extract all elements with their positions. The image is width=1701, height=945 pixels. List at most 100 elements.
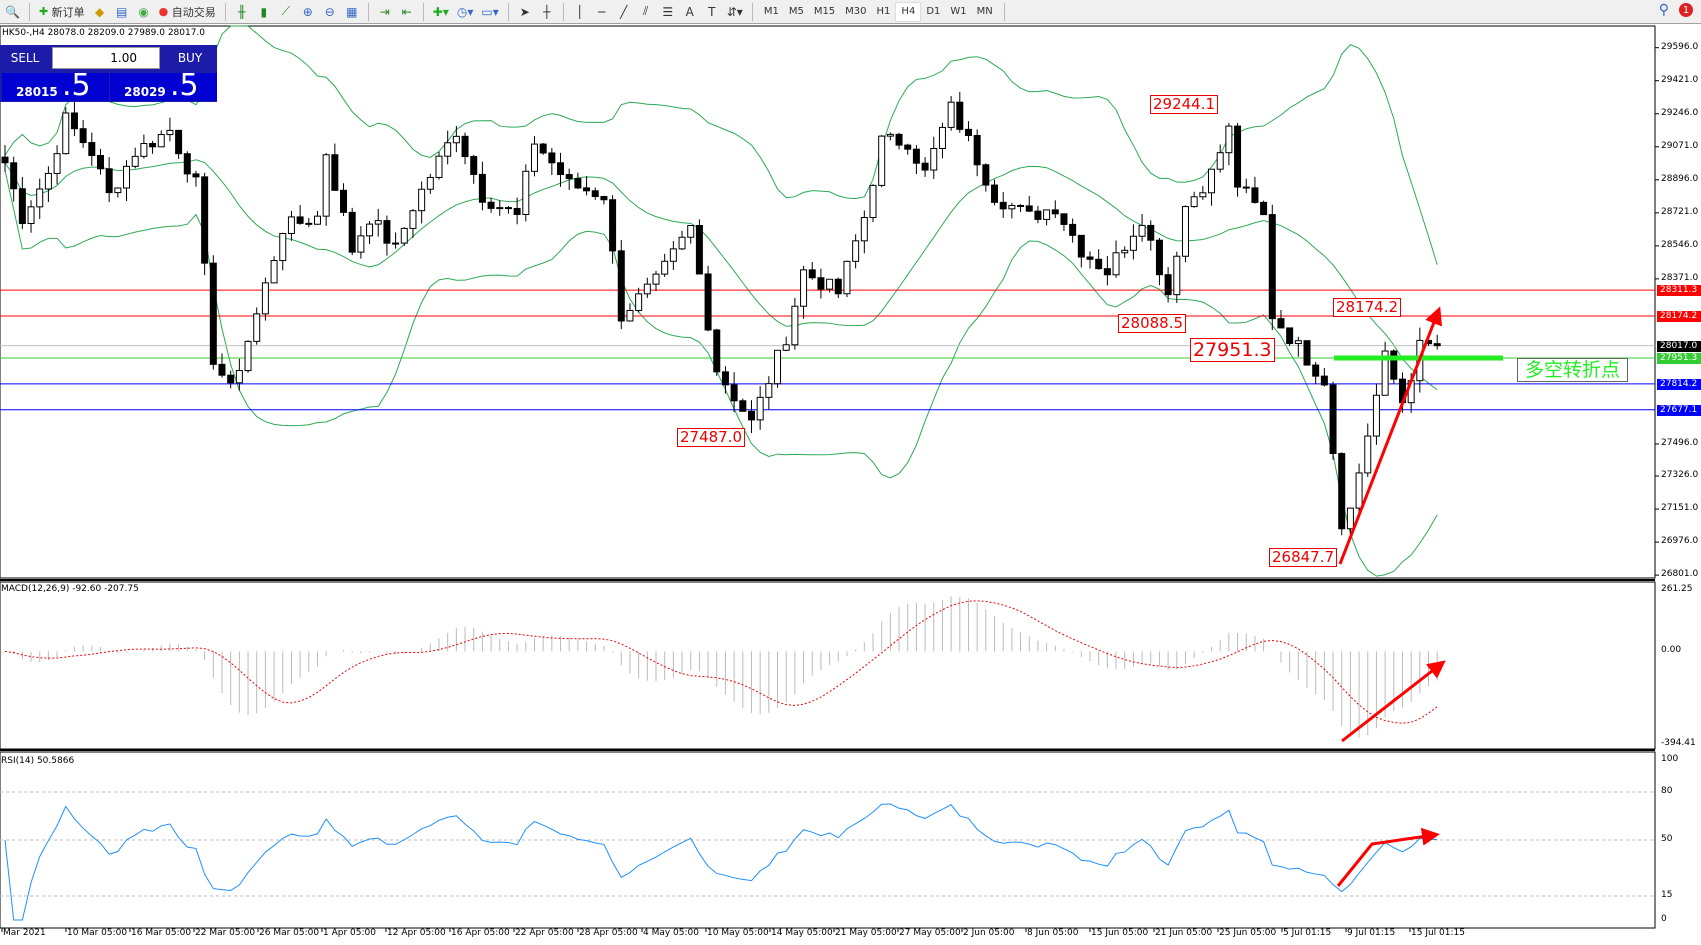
- candle-bull: [374, 220, 382, 225]
- search-icon[interactable]: ⚲: [1658, 2, 1669, 18]
- zoom-out-icon[interactable]: ⊖: [324, 4, 335, 19]
- macd-trend-arrow: [1341, 660, 1446, 743]
- candle-bear: [1086, 256, 1094, 260]
- new-order-label: 新订单: [51, 5, 85, 19]
- candle-bear: [1025, 205, 1033, 212]
- timeframe-m30[interactable]: M30: [845, 6, 867, 17]
- candle-bear: [721, 371, 729, 386]
- timeframe-h1[interactable]: H1: [876, 6, 891, 17]
- price-annotation: 27951.3: [1190, 338, 1275, 362]
- crosshair-icon[interactable]: ┼: [543, 4, 551, 19]
- candle-bear: [574, 178, 582, 189]
- candle-bear: [904, 144, 912, 150]
- candle-bull: [791, 305, 799, 346]
- line-chart-icon[interactable]: ⟋: [281, 4, 290, 18]
- candle-bear: [1303, 340, 1311, 366]
- divider: [224, 2, 226, 21]
- horizontal-line-icon[interactable]: ─: [598, 4, 606, 19]
- templates-icon[interactable]: ▭▾: [481, 4, 499, 19]
- candle-bull: [36, 188, 44, 208]
- candle-bull: [287, 216, 295, 235]
- vertical-line-icon[interactable]: │: [576, 4, 584, 19]
- candle-bear: [1234, 125, 1242, 188]
- candle-bull: [1173, 255, 1181, 296]
- meta-editor-icon[interactable]: ◆: [95, 4, 105, 19]
- candle-bear: [305, 222, 313, 225]
- candle-bull: [626, 309, 634, 322]
- auto-trade-button[interactable]: ● 自动交易: [156, 2, 219, 22]
- divider: [422, 2, 424, 21]
- candle-bull: [1364, 435, 1372, 474]
- candle-bear: [617, 250, 625, 322]
- cursor-icon[interactable]: ➤: [519, 4, 530, 19]
- auto-scroll-icon[interactable]: ⇥: [379, 4, 390, 19]
- timeframe-mn[interactable]: MN: [976, 6, 993, 17]
- candle-bull: [800, 269, 808, 307]
- candle-bull: [53, 153, 61, 174]
- candle-bull: [235, 370, 243, 384]
- text-icon[interactable]: A: [685, 4, 694, 19]
- divider: [507, 2, 509, 21]
- trendline-icon[interactable]: ╱: [620, 4, 628, 19]
- candle-bear: [1268, 214, 1276, 320]
- candlestick-icon[interactable]: ▮: [260, 4, 268, 19]
- candle-bear: [209, 262, 217, 365]
- equidistant-channel-icon[interactable]: ⫽: [643, 4, 649, 18]
- buy-price[interactable]: 28029 .5: [110, 68, 217, 103]
- candle-bear: [695, 225, 703, 275]
- bollinger-middle: [4, 159, 1438, 391]
- sell-button[interactable]: SELL: [10, 51, 40, 65]
- candle-bear: [921, 162, 929, 171]
- candle-bear: [747, 410, 755, 421]
- chart-shift-icon[interactable]: ⇤: [401, 4, 412, 19]
- time-axis-label: 16 Apr 05:00: [451, 928, 510, 938]
- new-order-icon: ✚: [38, 5, 49, 18]
- candle-bear: [912, 148, 920, 164]
- candle-bull: [1294, 340, 1302, 345]
- candle-bull: [1208, 168, 1216, 194]
- periods-icon[interactable]: ◷▾: [456, 4, 474, 19]
- timeframe-m1[interactable]: M1: [763, 6, 779, 17]
- candle-bull: [114, 187, 122, 194]
- bar-chart-icon[interactable]: ╫: [238, 4, 246, 19]
- buy-button[interactable]: BUY: [177, 51, 203, 65]
- data-window-icon[interactable]: ▤: [116, 4, 128, 19]
- zoom-in-icon[interactable]: ⊕: [302, 4, 313, 19]
- price-annotation: 28088.5: [1118, 314, 1187, 333]
- rsi-line: [4, 803, 1438, 921]
- timeframe-w1[interactable]: W1: [950, 6, 967, 17]
- timeframe-d1[interactable]: D1: [926, 6, 941, 17]
- text-label-icon[interactable]: T: [708, 4, 716, 19]
- candle-bull: [765, 383, 773, 398]
- notification-badge[interactable]: 1: [1679, 3, 1693, 17]
- lot-size-input[interactable]: 1.00: [52, 47, 160, 69]
- fibonacci-icon[interactable]: ☰: [662, 4, 674, 19]
- candle-bull: [878, 135, 886, 186]
- rsi-axis-label: 80: [1661, 786, 1673, 796]
- timeframe-m5[interactable]: M5: [788, 6, 804, 17]
- candle-bull: [869, 184, 877, 218]
- candle-bull: [530, 143, 538, 172]
- time-axis-label: 21 Jun 05:00: [1155, 928, 1213, 938]
- auto-trade-label: 自动交易: [171, 5, 216, 19]
- candle-bear: [1312, 364, 1320, 377]
- tile-windows-icon[interactable]: ▦: [346, 4, 358, 19]
- candle-bull: [643, 283, 651, 295]
- signals-icon[interactable]: ◉: [138, 4, 149, 19]
- timeframe-h4[interactable]: H4: [895, 1, 922, 22]
- candle-bull: [1199, 192, 1207, 198]
- candle-bear: [487, 201, 495, 209]
- candle-bear: [18, 188, 26, 224]
- candle-bull: [123, 165, 131, 189]
- arrows-icon[interactable]: ⇵▾: [726, 4, 743, 19]
- candle-bear: [591, 190, 599, 198]
- sell-price[interactable]: 28015 .5: [2, 68, 109, 103]
- time-axis-label: 5 Jul 01:15: [1283, 928, 1332, 938]
- timeframe-m15[interactable]: M15: [813, 6, 836, 17]
- search-icon[interactable]: 🔍: [5, 4, 20, 19]
- indicators-icon[interactable]: ✚▾: [432, 4, 449, 19]
- new-order-button[interactable]: ✚ 新订单: [36, 2, 88, 22]
- toolbar: 🔍 ✚ 新订单 ◆ ▤ ◉ ● 自动交易 ╫ ▮ ⟋ ⊕ ⊖ ▦ ⇥ ⇤ ✚▾ …: [0, 0, 1701, 24]
- candle-bull: [261, 282, 269, 315]
